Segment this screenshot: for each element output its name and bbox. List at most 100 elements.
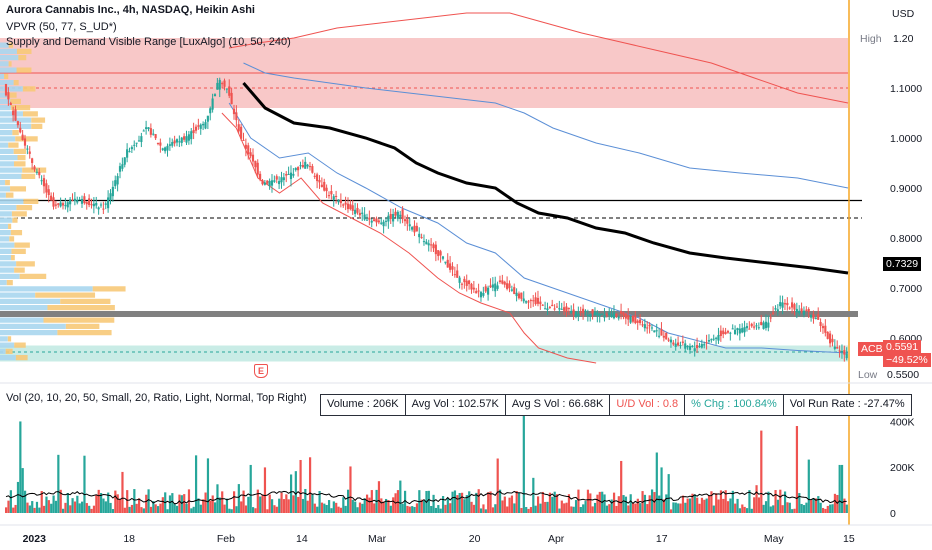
candle-body bbox=[503, 281, 506, 285]
volume-bar bbox=[560, 500, 563, 513]
candle-body bbox=[769, 317, 772, 319]
volume-bar bbox=[28, 505, 31, 513]
vpvr-legend[interactable]: VPVR (50, 77, S_UD*) bbox=[6, 21, 117, 33]
volume-bar bbox=[800, 503, 803, 513]
supply-demand-legend[interactable]: Supply and Demand Visible Range [LuxAlgo… bbox=[6, 36, 291, 48]
candle-body bbox=[247, 145, 250, 155]
candle-body bbox=[579, 311, 582, 313]
volume-bar bbox=[776, 499, 780, 513]
candle-body bbox=[387, 215, 390, 222]
volume-bar bbox=[491, 507, 495, 513]
volume-bar bbox=[316, 506, 319, 513]
volume-bar bbox=[147, 489, 150, 513]
volume-bar bbox=[275, 506, 278, 513]
candle-body bbox=[183, 136, 186, 140]
symbol-tag[interactable]: ACB bbox=[858, 342, 886, 356]
candle-body bbox=[430, 244, 433, 246]
volume-bar bbox=[107, 492, 110, 513]
candle-body bbox=[715, 337, 718, 339]
volume-profile-bar bbox=[19, 273, 47, 279]
high-value: 1.20 bbox=[893, 33, 914, 45]
candle-body bbox=[795, 308, 798, 313]
price-tick-label: 0.8000 bbox=[890, 233, 922, 245]
volume-bar bbox=[73, 501, 77, 513]
volume-bar bbox=[14, 504, 17, 513]
candle-body bbox=[285, 174, 288, 176]
volume-bar bbox=[444, 504, 447, 513]
candle-body bbox=[591, 309, 594, 314]
volume-bar bbox=[306, 500, 309, 513]
volume-bar bbox=[361, 503, 364, 513]
candle-body bbox=[593, 311, 597, 315]
volume-bar bbox=[655, 452, 658, 513]
volume-profile-bar bbox=[0, 136, 16, 142]
candle-body bbox=[669, 339, 673, 343]
volume-bar bbox=[696, 497, 699, 513]
volume-profile-bar bbox=[5, 180, 10, 186]
candle-body bbox=[85, 202, 88, 205]
volume-profile-bar bbox=[15, 136, 38, 142]
candle-body bbox=[453, 274, 456, 276]
volume-bar bbox=[819, 502, 822, 513]
earnings-marker[interactable]: E bbox=[254, 364, 268, 378]
candle-body bbox=[380, 222, 383, 224]
candle-body bbox=[548, 306, 551, 308]
candle-body bbox=[781, 302, 784, 308]
volume-bar bbox=[582, 504, 585, 513]
candle-body bbox=[527, 301, 530, 303]
volume-profile-bar bbox=[0, 292, 36, 298]
candle-body bbox=[308, 166, 312, 168]
volume-bar bbox=[460, 492, 464, 513]
volume-profile-bar bbox=[18, 55, 27, 61]
candle-body bbox=[446, 259, 449, 268]
candle-body bbox=[311, 166, 314, 173]
candle-body bbox=[460, 283, 464, 285]
volume-bar bbox=[762, 504, 765, 513]
volume-bar bbox=[453, 490, 457, 513]
volume-bar bbox=[660, 467, 663, 513]
volume-legend[interactable]: Vol (20, 10, 20, 50, Small, 20, Ratio, L… bbox=[6, 392, 307, 404]
candle-body bbox=[719, 330, 722, 337]
candle-body bbox=[629, 316, 632, 323]
volume-bar bbox=[722, 498, 725, 513]
candle-body bbox=[762, 322, 765, 329]
candle-body bbox=[26, 148, 29, 150]
volume-bar bbox=[463, 499, 466, 513]
candle-body bbox=[173, 140, 176, 144]
candle-body bbox=[755, 325, 758, 327]
candle-body bbox=[415, 225, 418, 232]
candles bbox=[4, 77, 848, 362]
candle-body bbox=[263, 182, 266, 185]
volume-bar bbox=[99, 493, 103, 513]
volume-bar bbox=[384, 498, 388, 513]
volume-bar bbox=[596, 494, 599, 513]
candle-body bbox=[786, 302, 789, 306]
volume-profile-bar bbox=[11, 248, 26, 254]
candle-body bbox=[240, 126, 243, 139]
volume-bar bbox=[446, 498, 449, 513]
volume-bar bbox=[786, 502, 789, 513]
volume-bar bbox=[95, 494, 98, 513]
volume-bar bbox=[21, 468, 24, 513]
volume-bar bbox=[121, 471, 124, 513]
volume-bar bbox=[688, 498, 692, 513]
candle-body bbox=[90, 204, 93, 206]
volume-bar bbox=[610, 499, 613, 513]
candle-body bbox=[577, 313, 580, 317]
volume-bar bbox=[679, 503, 682, 513]
volume-bar bbox=[634, 503, 637, 513]
volume-bar bbox=[358, 502, 362, 513]
volume-bar bbox=[221, 491, 224, 513]
volume-bar bbox=[503, 496, 506, 513]
volume-bar bbox=[748, 490, 751, 513]
volume-bar bbox=[159, 503, 162, 513]
candle-body bbox=[427, 243, 430, 246]
candle-body bbox=[185, 136, 188, 143]
volume-profile-bar bbox=[13, 148, 27, 154]
volume-bar bbox=[572, 506, 575, 513]
volume-bar bbox=[458, 493, 461, 513]
candle-body bbox=[363, 214, 366, 220]
volume-bar bbox=[817, 496, 820, 513]
candle-body bbox=[802, 310, 806, 315]
